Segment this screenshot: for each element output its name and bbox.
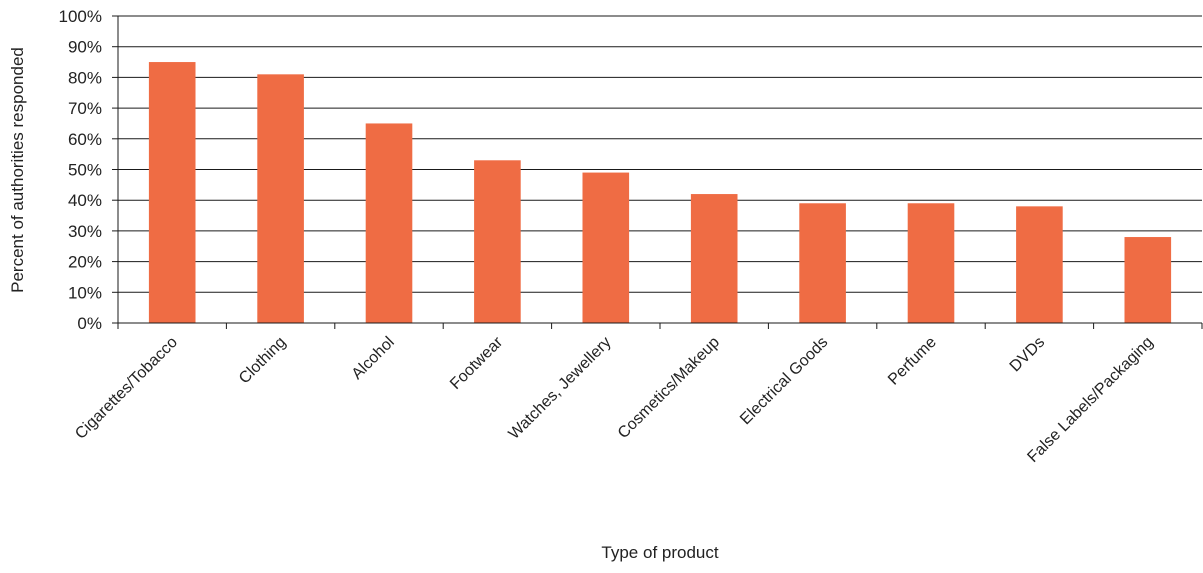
axes xyxy=(112,15,1203,329)
bar xyxy=(907,203,955,323)
y-tick-label: 40% xyxy=(68,191,102,210)
bar xyxy=(799,203,846,323)
x-tick-label: Cosmetics/Makeup xyxy=(615,334,723,442)
y-tick-label: 100% xyxy=(59,7,102,26)
bar xyxy=(582,172,630,323)
bars xyxy=(148,62,1172,324)
x-tick-label: Alcohol xyxy=(349,334,398,383)
y-tick-label: 80% xyxy=(68,68,102,87)
y-tick-label: 30% xyxy=(68,222,102,241)
y-tick-label: 0% xyxy=(77,314,102,333)
x-tick-labels: Cigarettes/Tobacco Clothing Alcohol Footwea… xyxy=(72,333,1156,466)
y-tick-label: 50% xyxy=(68,161,102,180)
bar xyxy=(1016,206,1063,323)
y-tick-label: 70% xyxy=(68,99,102,118)
bar xyxy=(474,160,521,323)
bar xyxy=(148,62,196,324)
y-tick-label: 90% xyxy=(68,38,102,57)
x-tick-label: Cigarettes/Tobacco xyxy=(72,334,181,443)
y-tick-label: 60% xyxy=(68,130,102,149)
x-tick-label: False Labels/Packaging xyxy=(1024,334,1156,466)
x-tick-label: Perfume xyxy=(885,334,940,389)
x-tick-label: DVDs xyxy=(1007,334,1049,376)
x-tick-label: Clothing xyxy=(236,334,290,388)
x-tick-label: Footwear xyxy=(447,333,507,393)
y-tick-labels: 0% 10% 20% 30% 40% 50% 60% 70% 80% 90% 100% xyxy=(59,7,102,333)
y-tick-label: 10% xyxy=(68,283,102,302)
x-axis-title: Type of product xyxy=(601,543,718,562)
x-tick-label: Electrical Goods xyxy=(737,334,831,428)
bar xyxy=(690,194,738,323)
y-tick-label: 20% xyxy=(68,253,102,272)
bar xyxy=(257,74,304,323)
y-axis-title: Percent of authorities responded xyxy=(8,47,27,293)
x-tick-label: Watches, Jewellery xyxy=(506,334,615,443)
bar xyxy=(1124,237,1172,323)
bar xyxy=(365,123,413,323)
